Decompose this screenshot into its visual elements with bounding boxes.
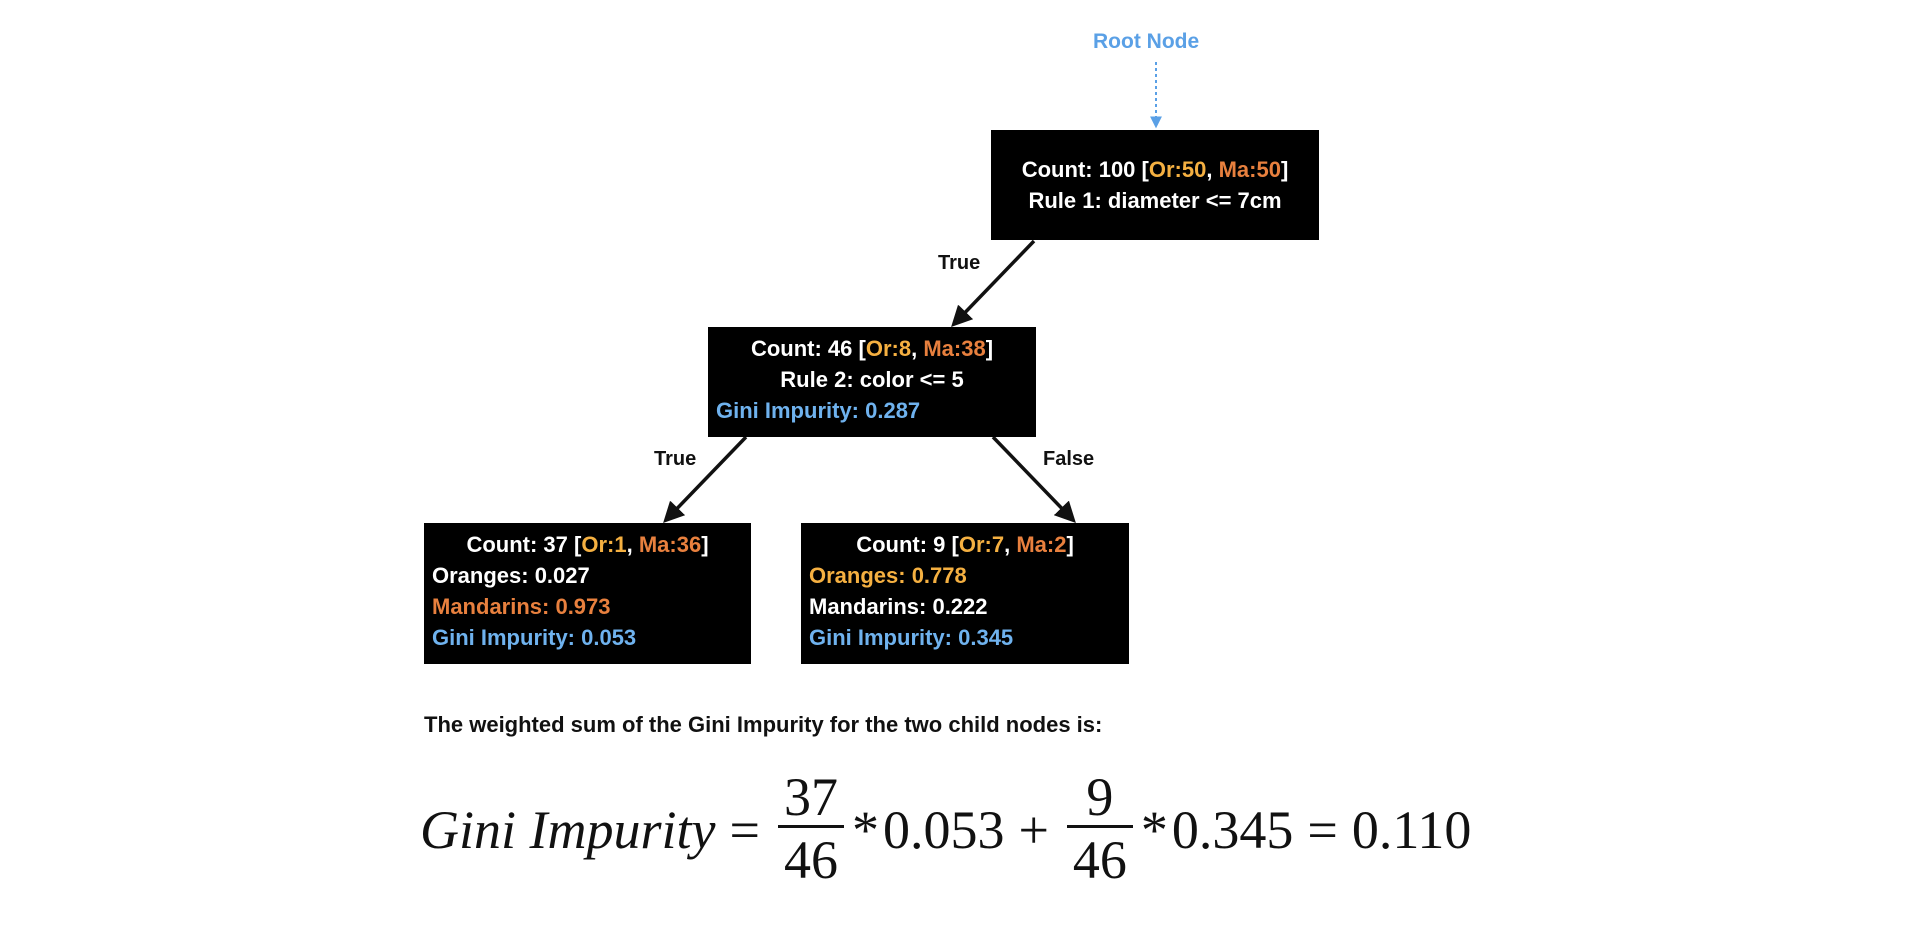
left-leaf-oranges: Oranges: 0.027 <box>432 563 590 588</box>
right-leaf-mandarins: Mandarins: 0.222 <box>809 594 988 619</box>
right-leaf-count: Count: 9 [Or:7, Ma:2] <box>856 532 1074 557</box>
fraction-1: 37 46 <box>777 766 844 892</box>
formula-equals-2: = <box>1307 800 1338 860</box>
left-leaf-node: Count: 37 [Or:1, Ma:36] Oranges: 0.027 M… <box>424 523 751 664</box>
formula-lhs: Gini Impurity <box>420 800 716 860</box>
formula-value-1: 0.053 <box>882 800 1005 860</box>
root-node-count: Count: 100 [Or:50, Ma:50] <box>1021 157 1289 182</box>
right-leaf-gini: Gini Impurity: 0.345 <box>809 625 1014 650</box>
weighted-sum-statement: The weighted sum of the Gini Impurity fo… <box>424 712 1103 737</box>
fraction-2: 9 46 <box>1066 766 1133 892</box>
right-leaf-oranges: Oranges: 0.778 <box>809 563 967 588</box>
formula-equals: = <box>729 800 760 860</box>
left-leaf-count: Count: 37 [Or:1, Ma:36] <box>466 532 709 557</box>
root-node: Count: 100 [Or:50, Ma:50] Rule 1: diamet… <box>991 130 1319 240</box>
left-leaf-mandarins: Mandarins: 0.973 <box>432 594 611 619</box>
formula-multiply-1: * <box>851 800 879 860</box>
fraction-2-bar <box>1066 824 1133 828</box>
edge-level1-to-left <box>663 435 748 524</box>
edge-label-true-root: True <box>938 252 981 274</box>
level1-node: Count: 46 [Or:8, Ma:38] Rule 2: color <=… <box>708 327 1036 437</box>
formula-plus: + <box>1018 800 1049 860</box>
formula-result: 0.110 <box>1351 800 1472 860</box>
edge-label-false-right: False <box>1043 448 1095 470</box>
right-leaf-node: Count: 9 [Or:7, Ma:2] Oranges: 0.778 Man… <box>801 523 1129 664</box>
formula-multiply-2: * <box>1140 800 1168 860</box>
edge-label-true-left: True <box>654 448 697 470</box>
fraction-2-denominator: 46 <box>1072 829 1127 890</box>
level1-node-gini: Gini Impurity: 0.287 <box>716 398 921 423</box>
fraction-2-numerator: 9 <box>1086 766 1114 827</box>
level1-node-count: Count: 46 [Or:8, Ma:38] <box>750 336 994 361</box>
root-node-label: Root Node <box>1093 30 1200 53</box>
fraction-1-bar <box>777 824 844 828</box>
fraction-1-numerator: 37 <box>783 766 838 827</box>
root-node-rule: Rule 1: diameter <= 7cm <box>1028 188 1282 213</box>
edge-root-to-level1 <box>951 239 1036 328</box>
fraction-1-denominator: 46 <box>783 829 838 890</box>
level1-node-rule: Rule 2: color <= 5 <box>780 367 964 392</box>
left-leaf-gini: Gini Impurity: 0.053 <box>432 625 637 650</box>
gini-formula: Gini Impurity = 37 46 * 0.053 + 9 46 * 0… <box>420 760 1471 900</box>
edge-level1-to-right <box>991 435 1076 524</box>
formula-value-2: 0.345 <box>1171 800 1294 860</box>
